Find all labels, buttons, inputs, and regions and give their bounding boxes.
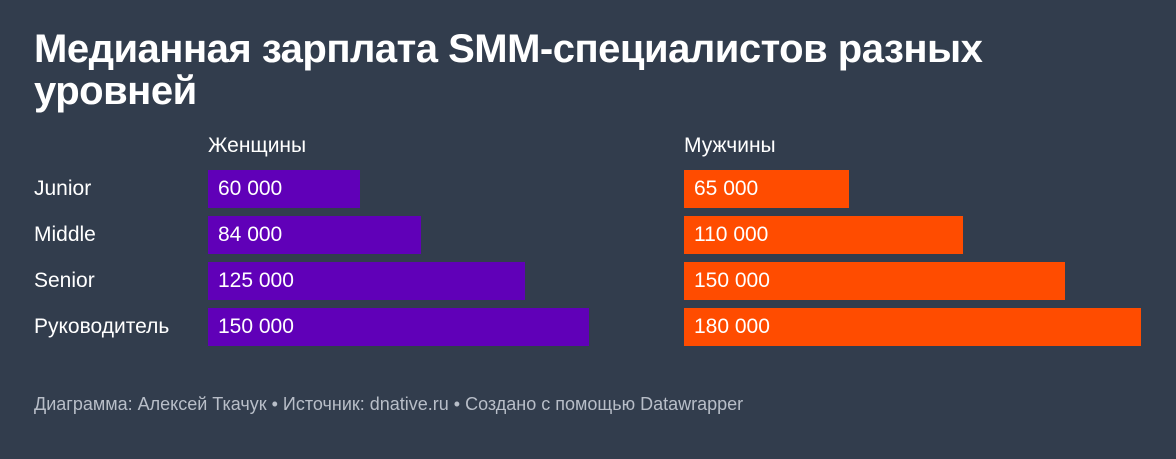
row-label-0: Junior <box>34 177 92 200</box>
panel-title-0: Женщины <box>208 134 307 157</box>
bar-label-1-1: 110 000 <box>694 223 769 246</box>
bar-0-1 <box>208 216 421 254</box>
bar-label-1-3: 180 000 <box>694 315 770 338</box>
panel-title-1: Мужчины <box>684 134 776 157</box>
bar-0-0 <box>208 170 360 208</box>
bar-0-3 <box>208 308 589 346</box>
bar-label-1-0: 65 000 <box>694 177 759 200</box>
bar-label-0-3: 150 000 <box>218 315 294 338</box>
bar-label-1-2: 150 000 <box>694 269 770 292</box>
bar-1-1 <box>684 216 963 254</box>
chart-footer: Диаграмма: Алексей Ткачук • Источник: dn… <box>34 394 744 414</box>
bar-label-0-1: 84 000 <box>218 223 283 246</box>
bar-1-2 <box>684 262 1065 300</box>
bar-0-2 <box>208 262 525 300</box>
row-label-1: Middle <box>34 223 96 246</box>
bar-label-0-2: 125 000 <box>218 269 294 292</box>
bar-1-3 <box>684 308 1141 346</box>
chart-title: Медианная зарплата SMM-специалистов разн… <box>34 27 983 113</box>
row-label-3: Руководитель <box>34 315 170 338</box>
bar-1-0 <box>684 170 849 208</box>
row-label-2: Senior <box>34 269 95 292</box>
bar-label-0-0: 60 000 <box>218 177 283 200</box>
